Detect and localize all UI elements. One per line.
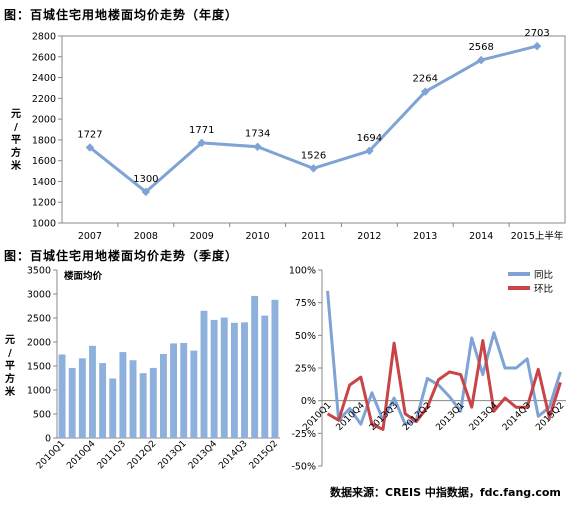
y-axis-label-char: 米 bbox=[5, 385, 16, 398]
y-tick-label: 1600 bbox=[32, 156, 56, 167]
quarterly-bar bbox=[119, 352, 127, 438]
annual-data-label: 1526 bbox=[301, 150, 326, 161]
annual-point bbox=[141, 187, 151, 197]
y-axis-label-char: 元 bbox=[5, 334, 15, 346]
y-tick-label: 2000 bbox=[27, 338, 51, 349]
y-tick-label: 0 bbox=[45, 434, 51, 445]
y-tick-label: -50% bbox=[291, 462, 316, 473]
y-tick-label: 50% bbox=[295, 331, 316, 342]
y-axis-label-char: 平 bbox=[5, 360, 15, 372]
annual-point bbox=[309, 164, 318, 173]
y-tick-label: 0% bbox=[301, 396, 316, 407]
y-axis-label-char: 平 bbox=[11, 134, 21, 146]
annual-data-label: 1694 bbox=[357, 133, 382, 144]
quarterly-bar bbox=[170, 343, 178, 438]
y-tick-label: 25% bbox=[295, 364, 316, 375]
quarterly-bar bbox=[210, 319, 218, 438]
x-tick-label: 2013Q1 bbox=[434, 401, 466, 433]
annual-data-label: 2703 bbox=[524, 28, 549, 39]
x-tick-label: 2009 bbox=[190, 231, 214, 242]
y-tick-label: 1200 bbox=[32, 198, 56, 209]
y-tick-label: 100% bbox=[289, 266, 316, 277]
quarterly-bar bbox=[78, 358, 86, 438]
y-axis-label-char: / bbox=[14, 122, 18, 133]
x-tick-label: 2008 bbox=[134, 231, 158, 242]
annual-data-label: 1734 bbox=[245, 129, 270, 140]
x-tick-label: 2015上半年 bbox=[511, 230, 564, 242]
y-tick-label: 1800 bbox=[32, 135, 56, 146]
y-axis-label-char: 元 bbox=[11, 108, 21, 120]
annual-data-label: 2568 bbox=[468, 42, 493, 53]
quarterly-bar bbox=[220, 317, 228, 438]
y-tick-label: 2800 bbox=[32, 32, 56, 43]
series-label: 楼面均价 bbox=[64, 270, 103, 282]
y-tick-label: 2000 bbox=[32, 115, 56, 126]
quarterly-bar bbox=[89, 345, 96, 438]
growth-series-line-yoy bbox=[326, 290, 562, 426]
annual-point bbox=[253, 142, 262, 151]
quarterly-bar bbox=[129, 360, 137, 438]
annual-chart-title: 图：百城住宅用地楼面均价走势（年度） bbox=[4, 8, 239, 22]
quarterly-bar bbox=[149, 367, 157, 438]
quarterly-bar bbox=[99, 363, 107, 438]
quarterly-bar bbox=[271, 299, 279, 438]
quarterly-bar bbox=[261, 315, 269, 438]
x-tick-label: 2013 bbox=[413, 231, 437, 242]
quarterly-bar bbox=[159, 354, 167, 438]
annual-data-label: 1771 bbox=[189, 125, 214, 136]
quarterly-bar bbox=[58, 354, 66, 438]
x-tick-label: 2014 bbox=[469, 231, 493, 242]
quarterly-bar bbox=[241, 322, 248, 438]
quarterly-bar bbox=[180, 342, 188, 438]
y-tick-label: 2400 bbox=[32, 73, 56, 84]
annual-point bbox=[476, 55, 486, 65]
x-tick-label: 2012 bbox=[357, 231, 381, 242]
x-tick-label: 2010 bbox=[246, 231, 270, 242]
y-tick-label: 2600 bbox=[32, 52, 56, 63]
annual-point bbox=[365, 146, 374, 156]
x-tick-label: 2014Q3 bbox=[501, 401, 533, 433]
y-tick-label: 75% bbox=[295, 298, 316, 309]
y-tick-label: 3500 bbox=[27, 266, 51, 277]
plot-area-frame bbox=[61, 35, 566, 224]
annual-data-label: 1727 bbox=[77, 129, 102, 140]
x-tick-label: 2007 bbox=[78, 231, 102, 242]
data-source-note: 数据来源：CREIS 中指数据，fdc.fang.com bbox=[330, 486, 561, 499]
y-tick-label: 2200 bbox=[32, 94, 56, 105]
y-tick-label: 2500 bbox=[27, 314, 51, 325]
annual-point bbox=[197, 138, 206, 148]
y-tick-label: 1400 bbox=[32, 177, 56, 188]
annual-point bbox=[85, 143, 95, 152]
quarterly-bar bbox=[200, 310, 208, 438]
y-tick-label: 3000 bbox=[27, 290, 51, 301]
y-tick-label: 500 bbox=[33, 410, 51, 421]
y-axis-label-char: / bbox=[8, 348, 12, 359]
y-axis-label-char: 方 bbox=[5, 372, 15, 385]
x-tick-label: 2011 bbox=[301, 231, 325, 242]
y-tick-label: -25% bbox=[291, 429, 316, 440]
y-axis-label-char: 方 bbox=[11, 146, 21, 159]
annual-data-label: 2264 bbox=[413, 74, 438, 85]
y-tick-label: 1000 bbox=[27, 386, 51, 397]
quarterly-bar bbox=[139, 373, 147, 438]
growth-series-line-qoq bbox=[326, 339, 562, 431]
quarterly-bar bbox=[68, 367, 76, 438]
legend-label: 同比 bbox=[534, 269, 553, 281]
quarterly-bar bbox=[190, 350, 198, 438]
annual-data-label: 1300 bbox=[133, 174, 158, 185]
quarterly-chart-title: 图：百城住宅用地楼面均价走势（季度） bbox=[4, 249, 239, 263]
legend-label: 环比 bbox=[534, 283, 553, 295]
y-axis-label-char: 米 bbox=[11, 159, 22, 172]
quarterly-bar bbox=[109, 378, 117, 438]
y-tick-label: 1000 bbox=[32, 219, 56, 230]
quarterly-bar bbox=[230, 322, 238, 438]
y-tick-label: 1500 bbox=[27, 362, 51, 373]
quarterly-bar bbox=[251, 295, 259, 438]
x-tick-label: 2012Q2 bbox=[401, 401, 433, 433]
